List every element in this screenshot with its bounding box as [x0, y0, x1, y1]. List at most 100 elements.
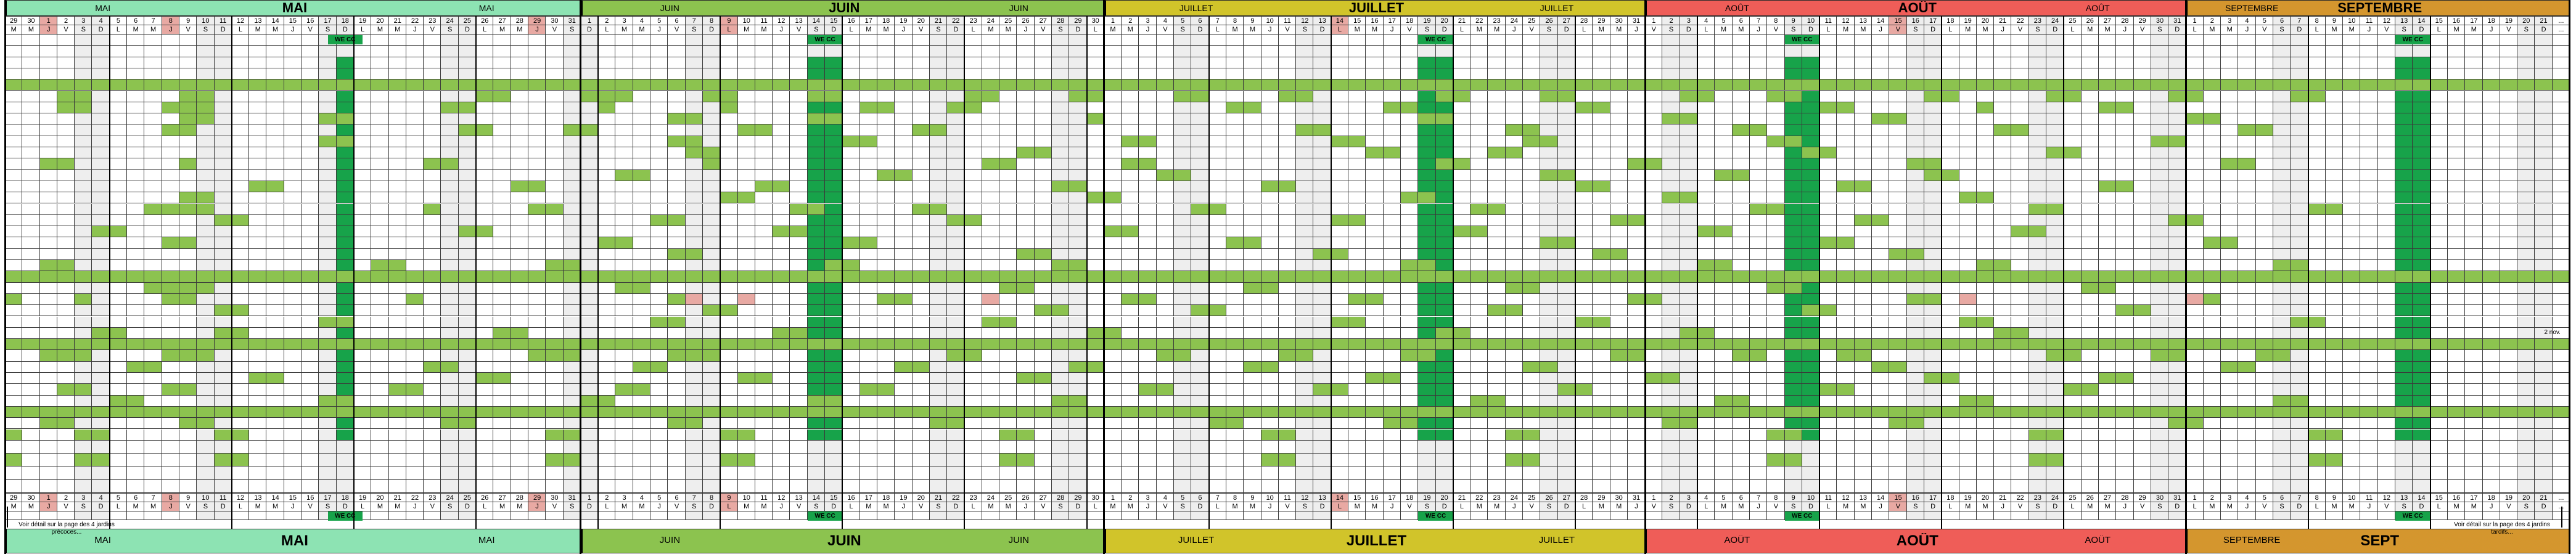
- footer-day-number-cell: 6: [127, 493, 145, 502]
- planning-cell: [1435, 136, 1453, 147]
- planning-cell: [92, 305, 110, 317]
- planning-cell: [999, 339, 1017, 351]
- planning-cell: [179, 237, 197, 249]
- planning-cell: [825, 429, 843, 441]
- weekday-letter: J: [46, 26, 51, 33]
- planning-cell: [1540, 192, 1558, 204]
- planning-cell: [633, 226, 651, 238]
- planning-cell: [1400, 429, 1419, 441]
- planning-cell: [947, 395, 965, 407]
- weekday-letter: M: [1476, 26, 1482, 33]
- planning-cell: [912, 79, 930, 91]
- planning-cell: [964, 192, 982, 204]
- planning-cell: [1261, 237, 1279, 249]
- planning-cell: [546, 113, 564, 125]
- planning-cell: [685, 181, 703, 193]
- planning-cell: [1575, 158, 1593, 170]
- planning-cell: [1086, 203, 1104, 215]
- weekday-letter: V: [308, 26, 313, 33]
- planning-cell: [1488, 361, 1506, 373]
- footer-weekday-cell: L: [1697, 502, 1715, 511]
- planning-cell: [1208, 147, 1226, 159]
- planning-cell: [1348, 293, 1366, 306]
- planning-cell: [1122, 113, 1139, 125]
- planning-cell: [266, 158, 284, 170]
- planning-cell: [388, 203, 406, 215]
- weekday-cell: M: [755, 25, 773, 35]
- planning-cell: [1505, 373, 1524, 385]
- planning-cell: [929, 361, 948, 373]
- planning-cell: [1139, 35, 1157, 46]
- planning-cell: [685, 214, 703, 227]
- planning-cell: [144, 429, 162, 441]
- planning-cell: [563, 169, 581, 181]
- planning-cell: [1086, 384, 1104, 396]
- planning-cell: [720, 373, 738, 385]
- day-number-cell: 1: [1104, 16, 1122, 25]
- planning-cell: [493, 57, 511, 68]
- planning-cell: [109, 91, 128, 102]
- planning-cell: [266, 237, 284, 249]
- planning-cell: [1034, 147, 1052, 159]
- planning-cell: [179, 226, 197, 238]
- planning-cell: [336, 203, 354, 215]
- planning-cell: [877, 136, 895, 147]
- planning-cell: [1540, 454, 1558, 467]
- planning-cell: [1593, 339, 1610, 351]
- planning-cell: [197, 316, 215, 328]
- planning-cell: [1627, 214, 1646, 227]
- weekday-cell: J: [1139, 25, 1157, 35]
- planning-cell: [1575, 57, 1593, 68]
- planning-cell: [1278, 237, 1297, 249]
- planning-cell: [546, 181, 564, 193]
- footer-weekday-cell: M: [859, 502, 877, 511]
- planning-cell: [668, 418, 686, 430]
- planning-cell: [22, 237, 40, 249]
- planning-cell: [353, 79, 372, 91]
- planning-cell: [1697, 203, 1715, 215]
- planning-cell: [476, 136, 494, 147]
- day-number: 22: [1475, 17, 1483, 25]
- planning-cell: [1017, 361, 1035, 373]
- planning-cell: [1139, 169, 1157, 181]
- planning-cell: [546, 339, 564, 351]
- planning-cell: [982, 429, 1000, 441]
- planning-cell: [371, 260, 389, 272]
- planning-cell: [109, 35, 128, 46]
- planning-cell: [668, 395, 686, 407]
- planning-cell: [493, 68, 511, 80]
- planning-cell: [755, 395, 773, 407]
- day-number: 1: [1652, 17, 1656, 25]
- planning-cell: [947, 260, 965, 272]
- footer-weekday-letter: S: [1302, 503, 1307, 510]
- planning-cell: [755, 384, 773, 396]
- planning-cell: [284, 136, 302, 147]
- planning-cell: [685, 113, 703, 125]
- planning-cell: [1348, 113, 1366, 125]
- planning-cell: [859, 260, 877, 272]
- planning-cell: [563, 136, 581, 147]
- planning-cell: [563, 237, 581, 249]
- planning-cell: [1488, 395, 1506, 407]
- planning-cell: [528, 418, 546, 430]
- planning-cell: [563, 35, 581, 46]
- planning-cell: [877, 181, 895, 193]
- footer-weekday-cell: D: [1435, 502, 1453, 511]
- planning-cell: [1715, 79, 1733, 91]
- planning-cell: [1139, 192, 1157, 204]
- planning-cell: [109, 316, 128, 328]
- planning-cell: [755, 124, 773, 136]
- footer-weekday-letter: J: [901, 503, 906, 510]
- planning-cell: [842, 181, 860, 193]
- planning-cell: [633, 57, 651, 68]
- planning-cell: [1505, 46, 1524, 57]
- planning-cell: [1191, 102, 1209, 114]
- planning-cell: [1156, 226, 1175, 238]
- planning-cell: [528, 79, 546, 91]
- planning-cell: [825, 169, 843, 181]
- footer-day-number: 31: [1632, 494, 1641, 502]
- planning-cell: [39, 418, 57, 430]
- planning-cell: [1749, 91, 1768, 102]
- footer-weekday-cell: M: [511, 502, 528, 511]
- planning-cell: [825, 248, 843, 260]
